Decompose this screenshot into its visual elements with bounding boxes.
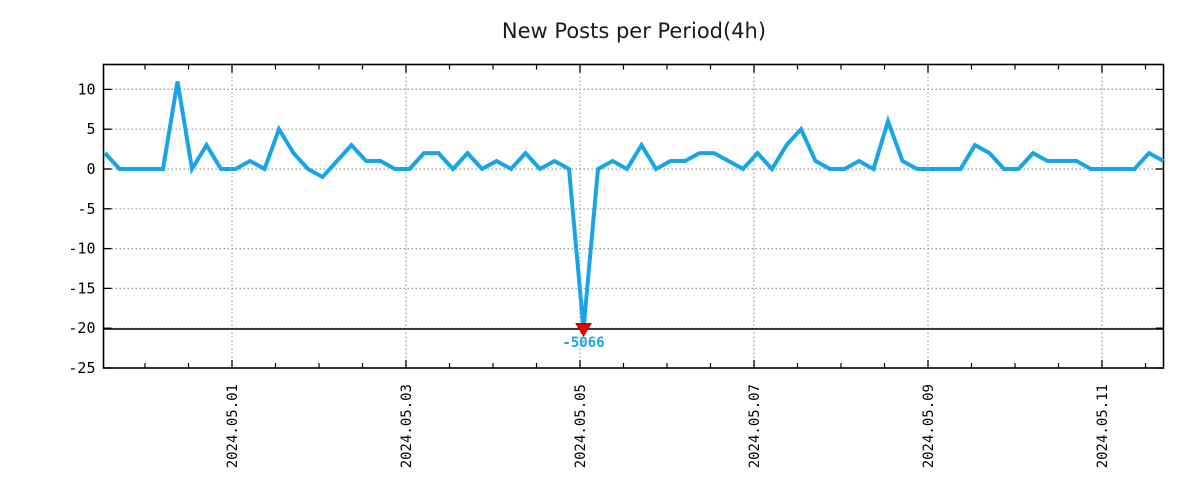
min-marker-icon: [575, 322, 592, 337]
chart-title: New Posts per Period(4h): [502, 19, 766, 43]
x-tick-label: 2024.05.09: [921, 384, 937, 468]
y-tick-label: 10: [77, 80, 95, 98]
x-tick-label: 2024.05.05: [573, 384, 589, 468]
x-tick-label: 2024.05.01: [225, 384, 241, 468]
x-tick-label: 2024.05.11: [1095, 384, 1111, 468]
min-value-label: -5066: [562, 335, 604, 351]
y-tick-label: -5: [77, 200, 95, 218]
plot-border: [102, 63, 1165, 369]
plot-area: 10 5 0 -5 -10 -15 -20 -25 2024.05.01 2024.05.03 20…: [68, 63, 1165, 468]
y-tick-label: 5: [86, 120, 95, 138]
series-line: [103, 81, 1165, 330]
y-tick-label: -25: [68, 359, 95, 377]
y-tick-label: -10: [68, 240, 95, 258]
x-tick-label: 2024.05.03: [399, 384, 415, 468]
y-tick-label: 0: [86, 160, 95, 178]
y-tick-label: -15: [68, 279, 95, 297]
x-tick-label: 2024.05.07: [747, 384, 763, 468]
y-tick-label: -20: [68, 319, 95, 337]
